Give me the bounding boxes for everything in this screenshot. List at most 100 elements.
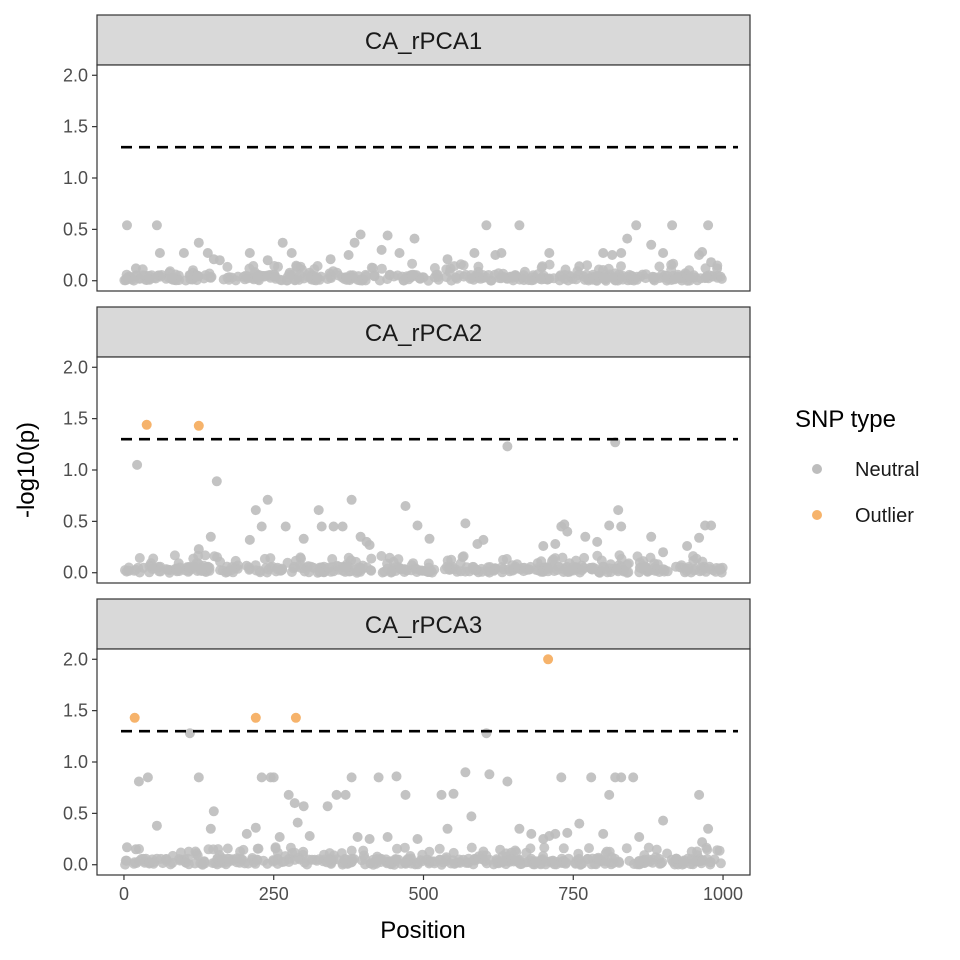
neutral-point [130, 263, 141, 274]
neutral-point [526, 828, 537, 839]
neutral-point [647, 271, 658, 282]
neutral-point [580, 531, 591, 542]
neutral-point [688, 859, 698, 870]
neutral-point [161, 854, 172, 864]
outlier-point [290, 712, 301, 723]
neutral-point [609, 853, 620, 864]
neutral-point [355, 229, 366, 240]
neutral-point [323, 562, 334, 573]
legend: SNP type Neutral Outlier [795, 406, 919, 527]
outlier-point [129, 712, 140, 723]
neutral-point [598, 828, 609, 839]
neutral-point [441, 561, 452, 572]
neutral-point [441, 264, 452, 275]
neutral-point [423, 275, 434, 286]
neutral-point [466, 842, 477, 853]
neutral-point [241, 828, 252, 839]
neutral-point [144, 560, 155, 571]
neutral-point [449, 261, 460, 272]
neutral-point [386, 566, 397, 577]
neutral-point [358, 845, 369, 856]
neutral-point [331, 789, 342, 800]
neutral-point [571, 274, 582, 285]
neutral-point [349, 237, 360, 248]
neutral-point [473, 261, 484, 272]
neutral-point [290, 555, 301, 566]
neutral-point [543, 562, 554, 573]
neutral-point [325, 254, 336, 265]
neutral-point [277, 237, 288, 248]
neutral-point [346, 772, 357, 783]
neutral-point [706, 257, 717, 268]
y-tick-label: 0.5 [63, 511, 88, 531]
neutral-point [550, 828, 561, 839]
neutral-point [502, 776, 513, 787]
neutral-point [501, 554, 512, 564]
neutral-point [369, 271, 380, 282]
neutral-point [621, 843, 632, 854]
neutral-point [610, 268, 621, 279]
neutral-point [202, 248, 213, 258]
neutral-point [517, 562, 528, 573]
neutral-point [399, 842, 410, 853]
y-tick-label: 1.5 [63, 117, 88, 137]
neutral-point [658, 815, 669, 826]
neutral-point [706, 520, 717, 531]
neutral-point [586, 772, 597, 783]
neutral-point [544, 259, 555, 270]
neutral-point [215, 556, 226, 567]
neutral-point [366, 553, 377, 564]
neutral-point [352, 832, 363, 842]
neutral-point [331, 854, 342, 865]
neutral-point [130, 844, 141, 855]
neutral-point [498, 271, 509, 282]
neutral-point [587, 564, 598, 575]
y-tick-label: 1.0 [63, 168, 88, 188]
x-axis-title: Position [380, 917, 465, 944]
neutral-point [525, 843, 536, 854]
neutral-point [496, 248, 507, 258]
neutral-point [283, 789, 294, 800]
neutral-point [248, 261, 259, 271]
neutral-point [198, 560, 209, 571]
legend-label-outlier: Outlier [855, 505, 914, 527]
neutral-point [241, 560, 252, 571]
y-tick-label: 2.0 [63, 65, 88, 85]
neutral-point [502, 441, 513, 452]
neutral-point [478, 534, 489, 545]
neutral-point [268, 772, 279, 783]
y-tick-label: 1.5 [63, 701, 88, 721]
neutral-point [123, 562, 134, 573]
x-tick-label: 500 [408, 884, 438, 904]
neutral-point [525, 561, 536, 572]
neutral-point [200, 550, 211, 561]
neutral-point [373, 772, 384, 783]
neutral-point [391, 771, 402, 782]
neutral-point [623, 558, 634, 569]
neutral-point [166, 273, 177, 284]
neutral-point [574, 818, 585, 829]
neutral-point [604, 789, 615, 800]
neutral-point [699, 273, 710, 284]
neutral-point [646, 531, 657, 542]
neutral-point [204, 272, 215, 283]
neutral-point [463, 853, 474, 864]
neutral-point [134, 553, 145, 563]
neutral-point [292, 817, 303, 828]
neutral-point [558, 843, 569, 854]
neutral-point [355, 562, 366, 573]
panel-border [96, 64, 751, 292]
neutral-point [535, 273, 546, 284]
facet-panel: CA_rPCA2 0.0 0.5 1.0 1.5 2.0 [63, 306, 751, 584]
neutral-point [478, 846, 489, 857]
neutral-point [263, 564, 274, 575]
neutral-point [574, 261, 585, 272]
neutral-point [291, 260, 302, 271]
neutral-point [286, 248, 297, 258]
neutral-point [452, 566, 462, 577]
neutral-point [222, 261, 233, 272]
neutral-point [148, 553, 159, 564]
neutral-point [705, 857, 715, 868]
neutral-point [508, 275, 519, 286]
neutral-point [407, 269, 418, 280]
